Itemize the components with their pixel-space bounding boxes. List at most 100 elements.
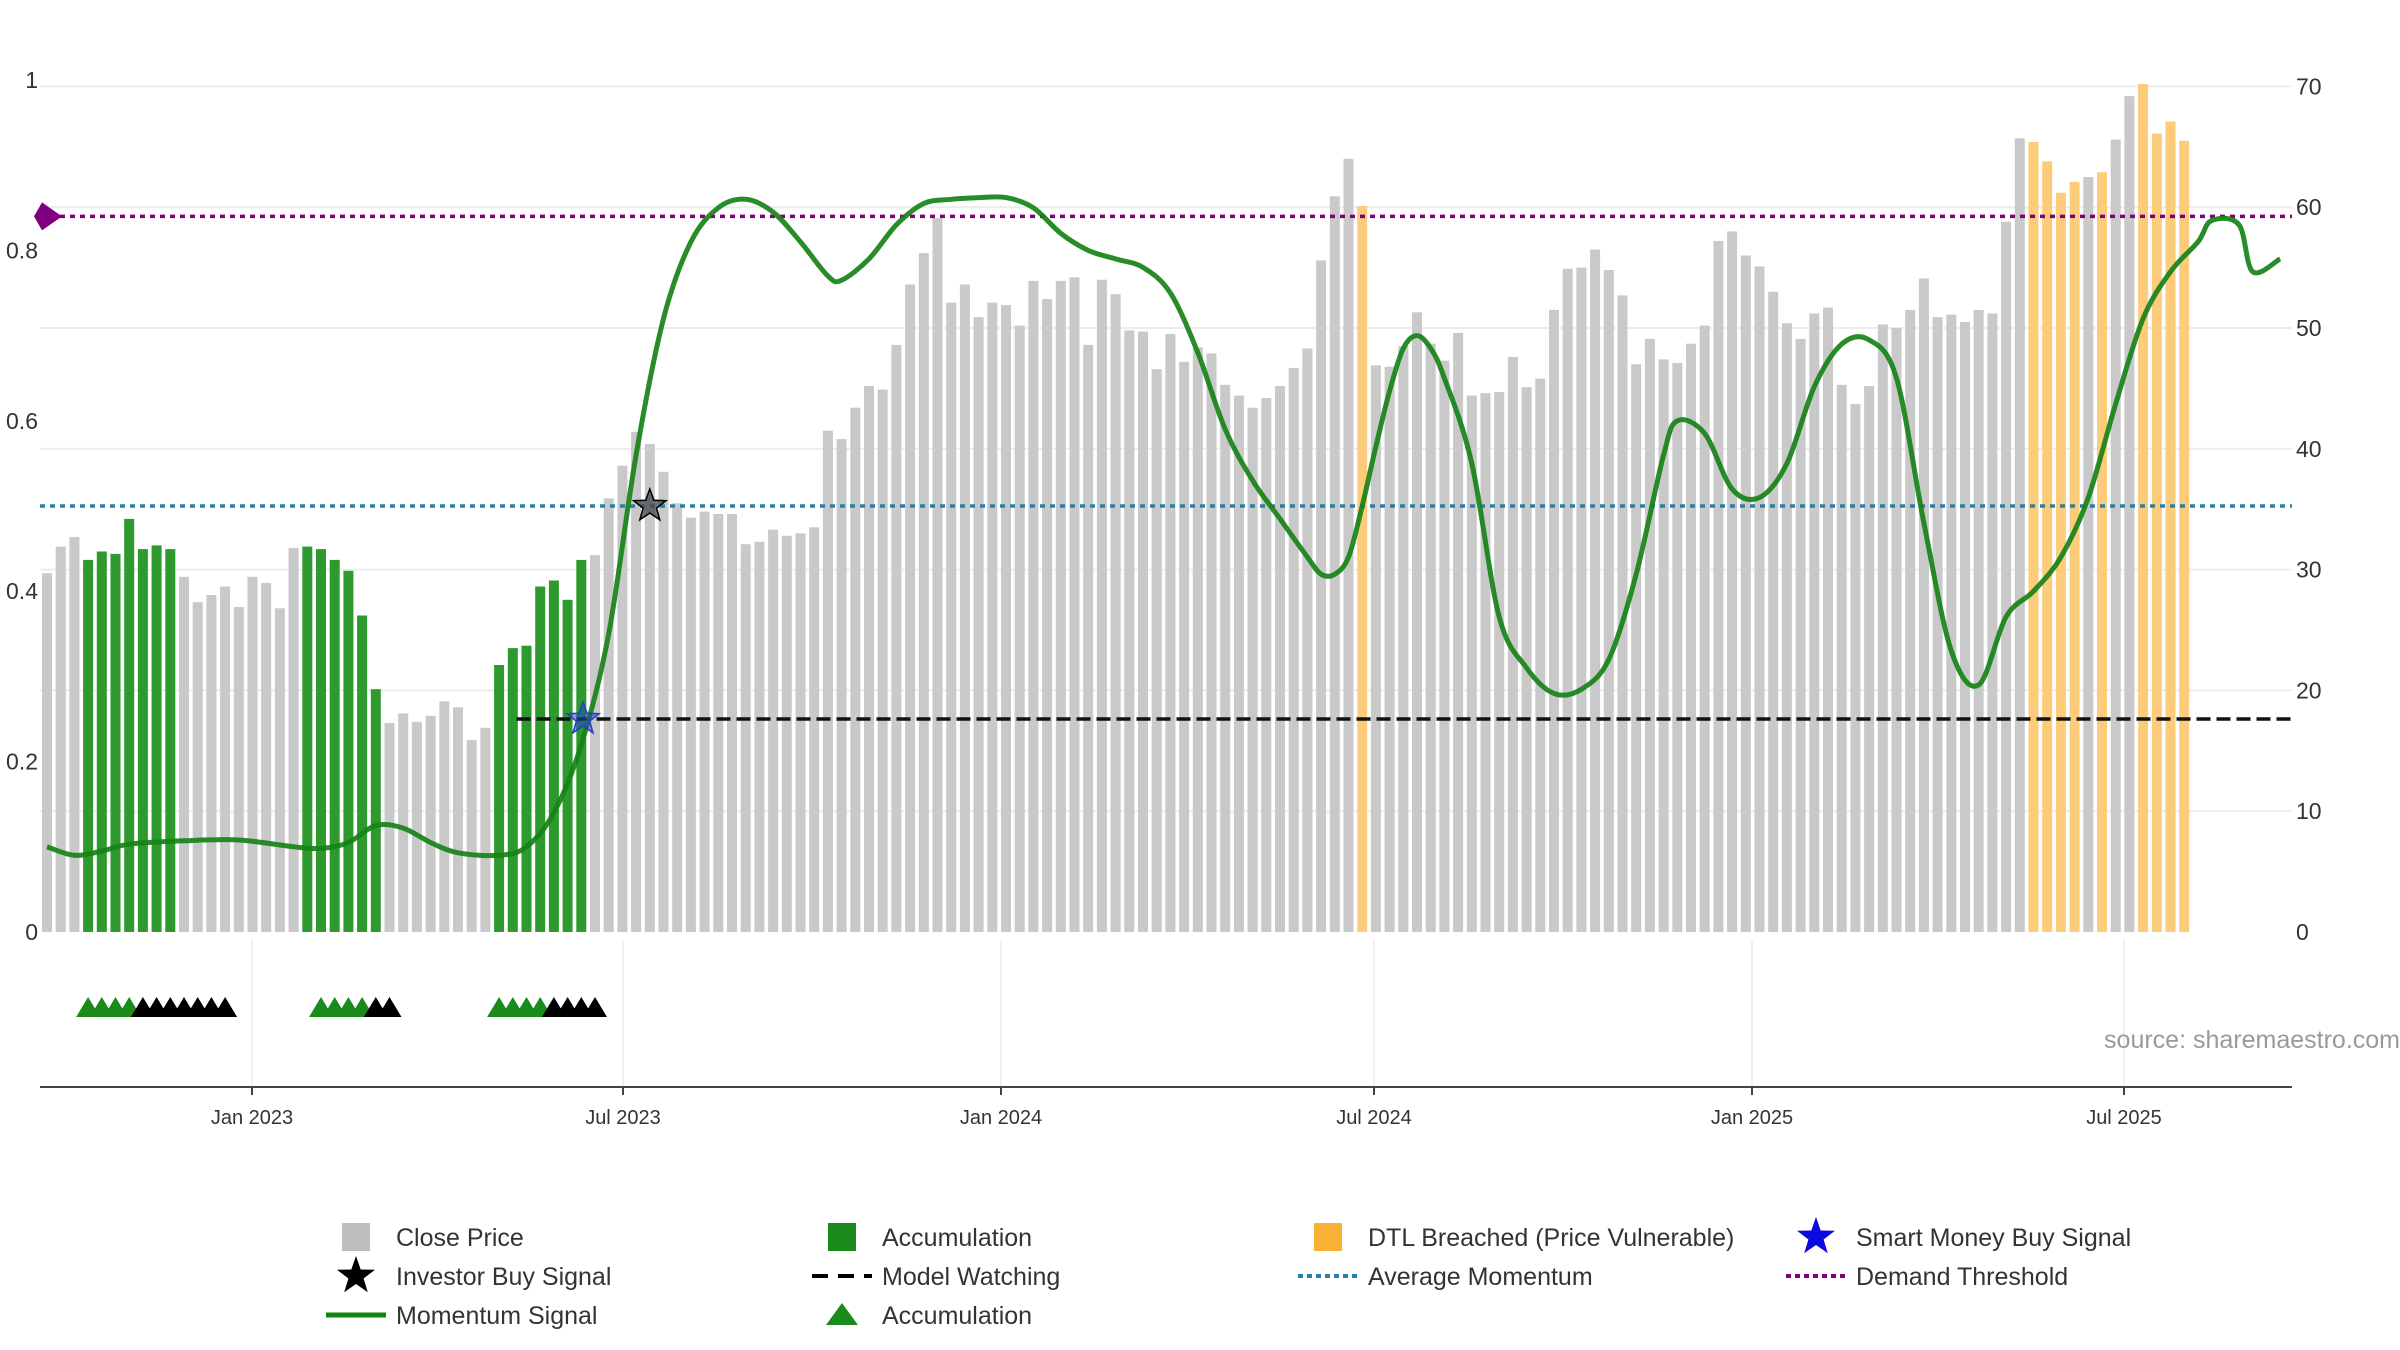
price-bar [124, 518, 135, 932]
price-bar [631, 431, 642, 932]
threshold-lines [34, 202, 2292, 721]
price-bar [727, 514, 737, 932]
price-bar [507, 648, 518, 932]
price-bar [2138, 84, 2149, 932]
price-bar [1576, 267, 1587, 933]
right-y-tick-label: 30 [2296, 557, 2322, 583]
legend-item: Close Price [342, 1223, 524, 1252]
x-tick-label: Jan 2024 [960, 1107, 1042, 1129]
price-bar [2014, 138, 2025, 933]
price-bar [384, 723, 395, 932]
price-bar [1316, 260, 1327, 932]
price-bar [864, 386, 874, 932]
price-bar [946, 302, 957, 933]
left-y-tick-label: 0.6 [6, 408, 38, 434]
price-bar [2042, 161, 2053, 933]
price-bar [261, 582, 272, 932]
legend-square-swatch [1314, 1223, 1342, 1251]
legend-label: Average Momentum [1368, 1263, 1593, 1291]
price-bar [439, 701, 450, 932]
demand-threshold-marker [34, 202, 62, 231]
legend-square-swatch [828, 1223, 856, 1251]
price-bar [754, 541, 765, 932]
price-bar [1877, 324, 1888, 932]
price-bar [480, 727, 491, 932]
price-bar [83, 559, 94, 932]
price-bar [1891, 328, 1902, 932]
momentum-signal [46, 194, 2282, 859]
price-bar [1946, 314, 1957, 932]
price-bar [1905, 309, 1916, 932]
legend: Close Price Accumulation DTL Breached (Pri… [326, 1217, 2131, 1330]
price-bar [1329, 196, 1340, 933]
legend-label: Accumulation [882, 1224, 1032, 1252]
price-bar [151, 545, 162, 932]
accumulation-marker [213, 997, 238, 1017]
price-bar [2124, 96, 2135, 933]
buy-signals [564, 486, 669, 735]
price-bar [1480, 393, 1491, 932]
price-bar [822, 430, 833, 932]
price-bar [137, 549, 148, 932]
price-bar [1233, 395, 1244, 933]
price-bar [1727, 231, 1738, 932]
price-bar [658, 471, 669, 932]
price-bar [2001, 221, 2012, 932]
price-bar [247, 576, 258, 932]
x-tick-label: Jul 2024 [1336, 1107, 1412, 1129]
legend-item: Demand Threshold [1786, 1263, 2068, 1291]
price-bar [1494, 392, 1505, 932]
price-bar [713, 514, 724, 932]
price-bar [233, 607, 244, 932]
price-bar [69, 537, 80, 932]
price-bar [110, 553, 121, 932]
price-bar [1987, 313, 1998, 932]
price-bar [1028, 280, 1039, 932]
price-bar [809, 527, 820, 932]
price-bar [1343, 158, 1354, 932]
price-bar [1357, 206, 1368, 932]
price-bar [1247, 407, 1258, 932]
price-bar [644, 444, 655, 932]
price-bar [1014, 325, 1025, 933]
price-bar [1425, 343, 1436, 932]
price-bar [590, 555, 600, 932]
price-bar [2110, 139, 2121, 933]
price-bar [1918, 278, 1929, 932]
price-bar [836, 439, 847, 932]
right-y-tick-label: 40 [2296, 436, 2322, 462]
price-bar [1165, 334, 1176, 932]
legend-star-icon [337, 1256, 375, 1293]
price-bar [1439, 360, 1450, 933]
price-bar [466, 739, 477, 932]
price-bar [96, 551, 107, 932]
price-bar [1713, 241, 1724, 932]
price-bar [1754, 266, 1765, 932]
price-bar [1864, 386, 1875, 932]
price-bar [1809, 313, 1820, 932]
legend-item: DTL Breached (Price Vulnerable) [1314, 1223, 1734, 1252]
price-bar [316, 549, 326, 932]
right-y-tick-label: 60 [2296, 194, 2322, 220]
price-bar [42, 573, 52, 932]
price-bar [1151, 369, 1162, 933]
accumulation-marker [583, 997, 607, 1017]
price-bar [1507, 357, 1518, 932]
price-bar [55, 546, 66, 932]
legend-item: Model Watching [812, 1263, 1060, 1291]
investor-buy-signal-star [631, 486, 669, 522]
x-axis: Jan 2023 Jul 2023 Jan 2024 Jul 2024 Jan 2025… [40, 1086, 2292, 1129]
legend-item: Momentum Signal [326, 1302, 597, 1330]
price-bar [192, 602, 203, 932]
x-tick-label: Jan 2023 [211, 1107, 293, 1129]
close-price-bars [42, 84, 2190, 933]
source-label: source: sharemaestro.com [2104, 1026, 2400, 1054]
price-bar [179, 576, 189, 932]
price-bar [521, 645, 532, 932]
price-bar [220, 586, 231, 932]
price-bar [850, 407, 861, 932]
x-tick-label: Jan 2025 [1711, 1107, 1793, 1129]
price-bar [1206, 353, 1217, 932]
price-bar [288, 547, 299, 932]
price-bar [1192, 347, 1203, 932]
